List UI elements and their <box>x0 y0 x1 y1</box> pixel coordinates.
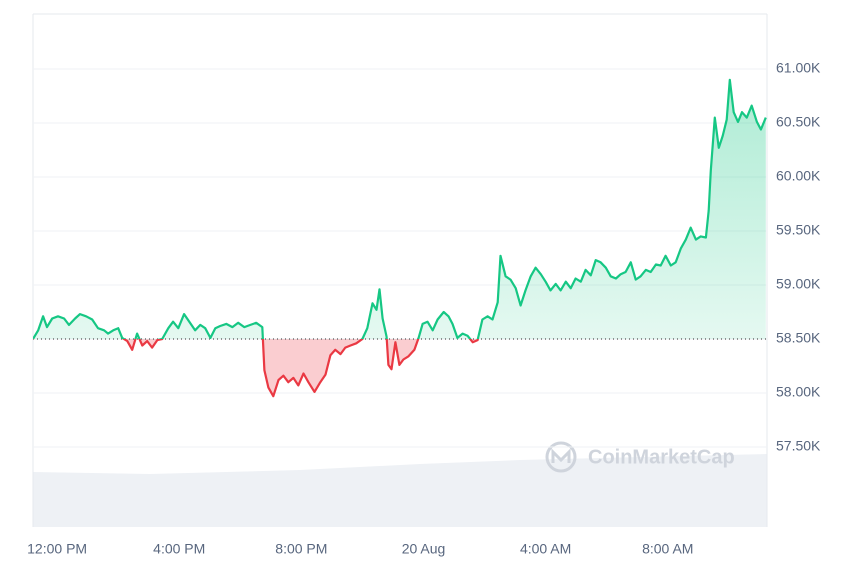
y-tick-label: 60.50K <box>776 114 821 130</box>
watermark: CoinMarketCap <box>545 441 735 473</box>
x-tick-label: 4:00 AM <box>520 541 571 557</box>
y-tick-label: 57.50K <box>776 438 821 454</box>
x-tick-label: 8:00 AM <box>642 541 693 557</box>
y-tick-label: 59.00K <box>776 276 821 292</box>
price-line-down <box>33 338 479 398</box>
watermark-text: CoinMarketCap <box>588 446 735 468</box>
y-tick-label: 58.00K <box>776 384 821 400</box>
area-fill-down <box>33 338 766 397</box>
y-tick-label: 58.50K <box>776 330 821 346</box>
y-tick-label: 60.00K <box>776 168 821 184</box>
y-tick-label: 61.00K <box>776 60 821 76</box>
area-fill-up <box>33 79 766 339</box>
y-tick-label: 59.50K <box>776 222 821 238</box>
price-line-up <box>33 78 767 339</box>
x-tick-label: 20 Aug <box>402 541 446 557</box>
x-tick-label: 8:00 PM <box>275 541 327 557</box>
x-tick-label: 12:00 PM <box>27 541 87 557</box>
x-tick-label: 4:00 PM <box>153 541 205 557</box>
volume-area <box>33 454 767 527</box>
